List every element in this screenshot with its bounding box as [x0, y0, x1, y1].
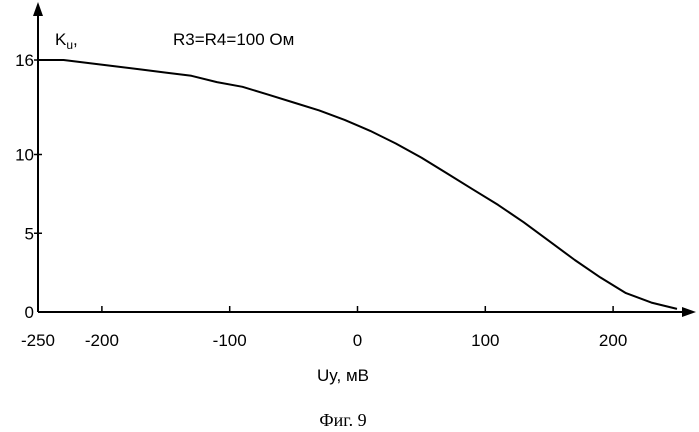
series-group [38, 60, 677, 309]
x-tick-label: 200 [599, 331, 627, 350]
x-tick-label: -200 [85, 331, 119, 350]
x-tick-label: 0 [353, 331, 362, 350]
x-tick-label: -250 [21, 331, 55, 350]
y-tick-label: 16 [15, 51, 34, 70]
x-axis-arrow [682, 307, 696, 317]
series-line [38, 60, 677, 309]
x-tick-label: -100 [213, 331, 247, 350]
chart-annotation: R3=R4=100 Ом [173, 30, 294, 49]
y-tick-label: 10 [15, 146, 34, 165]
y-tick-label: 5 [25, 224, 34, 243]
y-axis-title: Ku, [55, 30, 78, 52]
x-tick-label: 100 [471, 331, 499, 350]
y-tick-label: 0 [25, 303, 34, 322]
figure-caption: Фиг. 9 [319, 410, 366, 430]
x-axis-title: Uy, мВ [317, 366, 369, 385]
y-axis-arrow [33, 2, 43, 16]
